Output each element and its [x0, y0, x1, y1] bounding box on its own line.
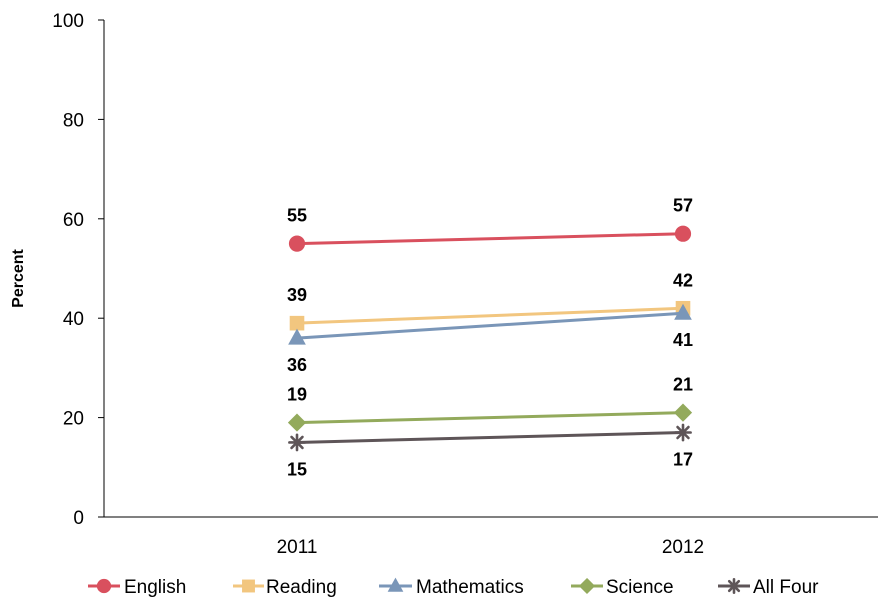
legend-item-science: Science — [571, 577, 674, 598]
y-tick-labels: 0 20 40 60 80 100 — [52, 11, 84, 529]
y-tick-label: 100 — [52, 11, 84, 32]
series-line-reading — [296, 306, 684, 325]
series-all-four — [288, 423, 692, 452]
y-tick-label: 20 — [63, 409, 84, 430]
marker-triangle — [387, 577, 404, 592]
legend: English Reading Mathematics Science All Four — [88, 577, 819, 598]
marker-triangle — [674, 303, 692, 320]
y-tick-label: 80 — [63, 110, 84, 131]
marker-triangle — [288, 328, 306, 345]
data-label-science: 19 — [287, 385, 307, 405]
y-tick-label: 60 — [63, 210, 84, 231]
series-line-english — [296, 232, 684, 246]
marker-star — [726, 578, 742, 594]
marker-circle — [674, 225, 692, 242]
marker-diamond — [287, 413, 307, 432]
data-label-reading: 42 — [673, 270, 693, 290]
data-label-all-four: 17 — [673, 450, 693, 470]
series-english — [288, 225, 692, 252]
x-tick-labels: 2011 2012 — [277, 537, 705, 558]
legend-item-mathematics: Mathematics — [379, 577, 524, 598]
legend-item-reading: Reading — [233, 577, 337, 598]
legend-label: Science — [606, 577, 674, 598]
marker-circle — [96, 578, 112, 594]
legend-label: Mathematics — [416, 577, 524, 598]
legend-item-all-four: All Four — [718, 577, 819, 598]
axes — [98, 19, 878, 518]
legend-item-english: English — [88, 577, 186, 598]
data-label-english: 55 — [287, 206, 307, 226]
marker-star — [674, 423, 692, 442]
series-line-mathematics — [296, 311, 684, 340]
legend-label: Reading — [266, 577, 337, 598]
y-tick-label: 40 — [63, 309, 84, 330]
series-mathematics — [288, 303, 692, 345]
series-layer — [287, 225, 693, 452]
x-tick-label: 2012 — [662, 537, 704, 558]
data-label-mathematics: 41 — [673, 330, 693, 350]
y-tick-label: 0 — [73, 508, 84, 529]
legend-label: English — [124, 577, 186, 598]
data-labels: 55 57 39 42 36 41 19 21 15 17 — [287, 196, 693, 480]
data-label-reading: 39 — [287, 285, 307, 305]
marker-star — [288, 433, 306, 452]
data-label-science: 21 — [673, 375, 693, 395]
series-line-all-four — [296, 431, 684, 444]
marker-diamond — [578, 577, 596, 595]
marker-circle — [288, 235, 306, 252]
marker-square — [289, 315, 305, 331]
series-line-science — [296, 411, 684, 425]
marker-square — [242, 579, 255, 593]
data-label-all-four: 15 — [287, 459, 307, 479]
data-label-english: 57 — [673, 196, 693, 216]
x-tick-label: 2011 — [277, 537, 318, 558]
legend-label: All Four — [753, 577, 819, 598]
y-axis-title: Percent — [10, 248, 27, 307]
data-label-mathematics: 36 — [287, 355, 307, 375]
marker-diamond — [673, 403, 693, 422]
series-science — [287, 403, 693, 432]
